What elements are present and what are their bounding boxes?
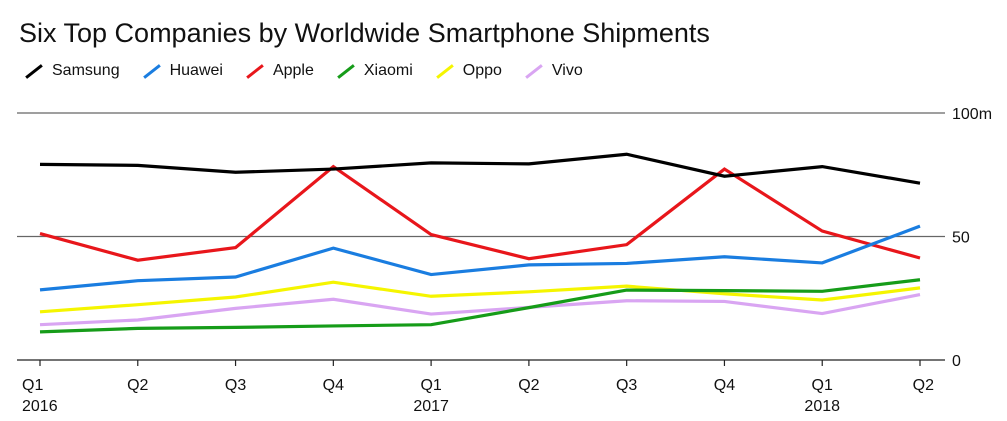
chart-title: Six Top Companies by Worldwide Smartphon… bbox=[19, 18, 710, 48]
y-tick-label: 0 bbox=[952, 353, 961, 370]
legend-label: Apple bbox=[272, 62, 314, 79]
legend-item: Samsung bbox=[24, 62, 120, 80]
x-year-label: 2016 bbox=[22, 398, 58, 415]
series-line-vivo bbox=[39, 292, 921, 327]
series-line-samsung bbox=[39, 152, 921, 185]
legend-item: Huawei bbox=[142, 62, 223, 80]
x-tick-label: Q2 bbox=[913, 377, 934, 394]
y-tick-label: 50 bbox=[952, 230, 970, 247]
legend-item: Xiaomi bbox=[336, 62, 413, 80]
x-tick-label: Q3 bbox=[225, 377, 246, 394]
legend-label: Oppo bbox=[462, 62, 502, 79]
legend-item: Apple bbox=[245, 62, 314, 80]
series-line-apple bbox=[39, 164, 921, 262]
x-tick-label: Q1 bbox=[812, 377, 833, 394]
legend-label: Vivo bbox=[551, 62, 583, 79]
x-tick-label: Q1 bbox=[22, 377, 43, 394]
x-tick-label: Q4 bbox=[714, 377, 735, 394]
legend: Samsung Huawei Apple Xiaomi Oppo Vivo bbox=[24, 62, 605, 80]
x-tick-label: Q2 bbox=[127, 377, 148, 394]
series-line-xiaomi bbox=[39, 278, 921, 334]
x-tick-label: Q3 bbox=[616, 377, 637, 394]
legend-item: Oppo bbox=[435, 62, 502, 80]
x-year-label: 2017 bbox=[413, 398, 449, 415]
legend-item: Vivo bbox=[524, 62, 583, 80]
x-tick-label: Q1 bbox=[420, 377, 441, 394]
legend-label: Xiaomi bbox=[363, 62, 413, 79]
series-line-oppo bbox=[39, 280, 921, 314]
y-tick-label: 100m bbox=[952, 106, 992, 123]
x-tick-label: Q2 bbox=[518, 377, 539, 394]
series-line-huawei bbox=[39, 224, 921, 292]
legend-label: Huawei bbox=[169, 62, 223, 79]
legend-label: Samsung bbox=[52, 62, 120, 79]
x-tick-label: Q4 bbox=[323, 377, 344, 394]
x-year-label: 2018 bbox=[804, 398, 840, 415]
